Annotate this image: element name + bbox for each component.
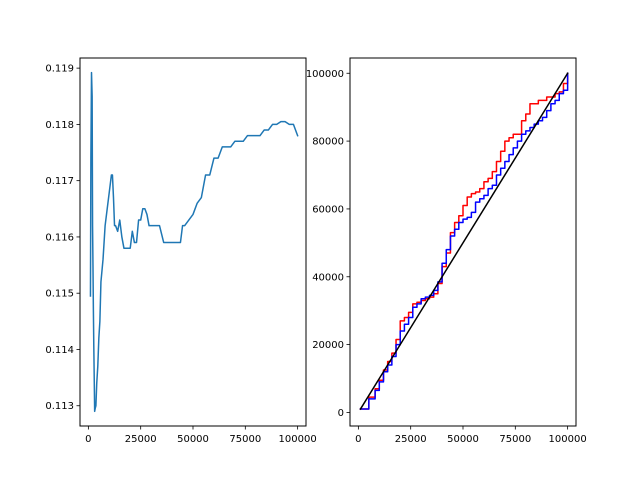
left-xtick-label: 100000 — [279, 434, 317, 445]
left-panel-line-chart: 0 25000 50000 75000 100000 0.1130.1140.1150.… — [45, 57, 317, 445]
left-xtick-label: 75000 — [229, 434, 261, 445]
right-panel-step-chart: 0 25000 50000 75000 100000 0 20000 40000 60000 8… — [306, 57, 587, 445]
left-series-lines — [89, 71, 299, 413]
right-xtick-label: 100000 — [549, 434, 587, 445]
right-ytick-label: 0 — [338, 408, 344, 419]
right-series-2-line — [359, 72, 569, 411]
left-x-axis-ticks: 0 25000 50000 75000 100000 — [85, 426, 317, 445]
right-series-lines — [359, 72, 569, 411]
left-y-axis-ticks: 0.113 0.114 0.115 0.116 0.117 0.118 0.119 — [45, 64, 80, 412]
left-ytick-label: 0.119 — [45, 64, 74, 75]
left-ytick-label: 0.113 — [45, 401, 74, 412]
left-xtick-label: 50000 — [177, 434, 209, 445]
right-ytick-label: 20000 — [312, 340, 344, 351]
right-ytick-label: 100000 — [306, 69, 344, 80]
right-xtick-label: 50000 — [447, 434, 479, 445]
left-series-0-line — [89, 71, 299, 413]
left-ytick-label: 0.117 — [45, 176, 74, 187]
right-ytick-label: 80000 — [312, 137, 344, 148]
right-xtick-label: 0 — [355, 434, 361, 445]
right-x-axis-ticks: 0 25000 50000 75000 100000 — [355, 426, 587, 445]
right-xtick-label: 25000 — [395, 434, 427, 445]
left-ytick-label: 0.118 — [45, 120, 74, 131]
left-ytick-label: 0.116 — [45, 232, 74, 243]
left-xtick-label: 0 — [85, 434, 91, 445]
right-ytick-label: 60000 — [312, 204, 344, 215]
left-ytick-label: 0.115 — [45, 289, 74, 300]
left-xtick-label: 25000 — [125, 434, 157, 445]
right-y-axis-ticks: 0 20000 40000 60000 80000 100000 — [306, 69, 350, 419]
right-xtick-label: 75000 — [499, 434, 531, 445]
right-series-1-line — [359, 72, 569, 410]
right-ytick-label: 40000 — [312, 272, 344, 283]
left-ytick-label: 0.114 — [45, 345, 74, 356]
